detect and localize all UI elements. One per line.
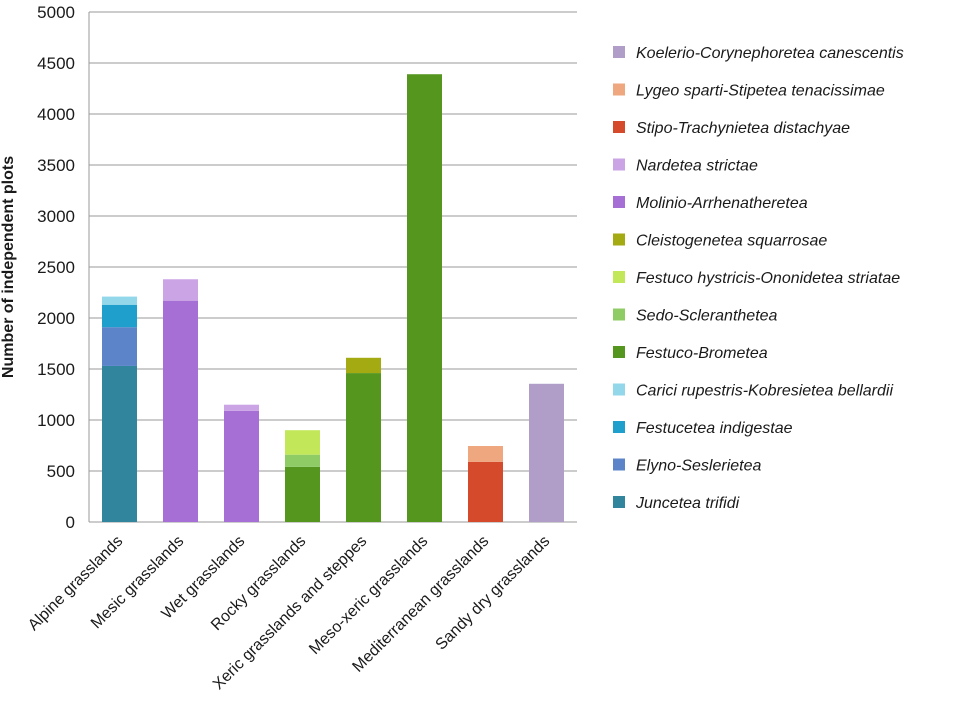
bar-segment — [163, 300, 198, 522]
y-tick-labels: 0 500 1000 1500 2000 2500 3000 3500 4000 4500 5000 — [37, 3, 75, 532]
legend: Koelerio-Corynephoretea canescentis Lygeo… — [613, 45, 904, 512]
bar-segment — [102, 327, 137, 366]
legend-label: Juncetea trifidi — [635, 495, 740, 512]
gridlines — [89, 11, 577, 472]
legend-swatch — [613, 196, 625, 208]
legend-label: Festuco-Brometea — [636, 345, 768, 362]
y-tick-label: 0 — [66, 513, 75, 532]
bar-segment — [102, 304, 137, 328]
legend-swatch — [613, 271, 625, 283]
bar-segment — [285, 466, 320, 522]
bar-segment — [285, 430, 320, 455]
legend-label: Festucetea indigestae — [636, 420, 793, 437]
y-tick-label: 5000 — [37, 3, 75, 22]
legend-swatch — [613, 158, 625, 171]
bar-segment — [468, 446, 503, 462]
bar-segment — [224, 410, 259, 522]
legend-swatch — [613, 458, 625, 471]
legend-swatch — [613, 233, 625, 246]
y-axis-title: Number of independent plots — [0, 156, 17, 378]
bar-segment — [529, 383, 564, 522]
legend-swatch — [613, 421, 625, 433]
legend-swatch — [613, 496, 625, 508]
legend-label: Nardetea strictae — [636, 158, 758, 175]
y-tick-label: 2500 — [37, 258, 75, 277]
legend-swatch — [613, 83, 625, 96]
legend-label: Sedo-Scleranthetea — [636, 308, 778, 325]
legend-label: Carici rupestris-Kobresietea bellardii — [636, 383, 893, 400]
bar-segment — [346, 373, 381, 522]
bars — [102, 74, 564, 522]
legend-swatch — [613, 383, 625, 396]
y-tick-label: 3000 — [37, 207, 75, 226]
y-tick-label: 4000 — [37, 105, 75, 124]
y-tick-label: 500 — [47, 462, 75, 481]
legend-swatch — [613, 308, 625, 321]
legend-swatch — [613, 346, 625, 358]
bar-segment — [163, 279, 198, 301]
legend-label: Lygeo sparti-Stipetea tenacissimae — [636, 83, 885, 100]
legend-label: Koelerio-Corynephoretea canescentis — [636, 45, 904, 62]
bar-segment — [102, 365, 137, 522]
y-tick-label: 1000 — [37, 411, 75, 430]
y-tick-label: 3500 — [37, 156, 75, 175]
legend-label: Festuco hystricis-Ononidetea striatae — [636, 270, 900, 287]
bar-segment — [468, 461, 503, 522]
bar-segment — [285, 454, 320, 467]
y-tick-label: 1500 — [37, 360, 75, 379]
legend-label: Molinio-Arrhenatheretea — [636, 195, 808, 212]
legend-swatch — [613, 121, 625, 133]
x-tick-label: Meso-xeric grasslands — [306, 533, 431, 658]
legend-label: Stipo-Trachynietea distachyae — [636, 120, 850, 137]
legend-swatch — [613, 46, 625, 58]
bar-segment — [102, 296, 137, 305]
y-tick-label: 4500 — [37, 54, 75, 73]
legend-label: Cleistogenetea squarrosae — [636, 233, 827, 250]
bar-segment — [224, 404, 259, 411]
legend-label: Elyno-Seslerietea — [636, 458, 762, 475]
x-tick-label: Sandy dry grasslands — [433, 533, 554, 654]
y-tick-label: 2000 — [37, 309, 75, 328]
bar-segment — [407, 74, 442, 522]
bar-segment — [346, 357, 381, 374]
